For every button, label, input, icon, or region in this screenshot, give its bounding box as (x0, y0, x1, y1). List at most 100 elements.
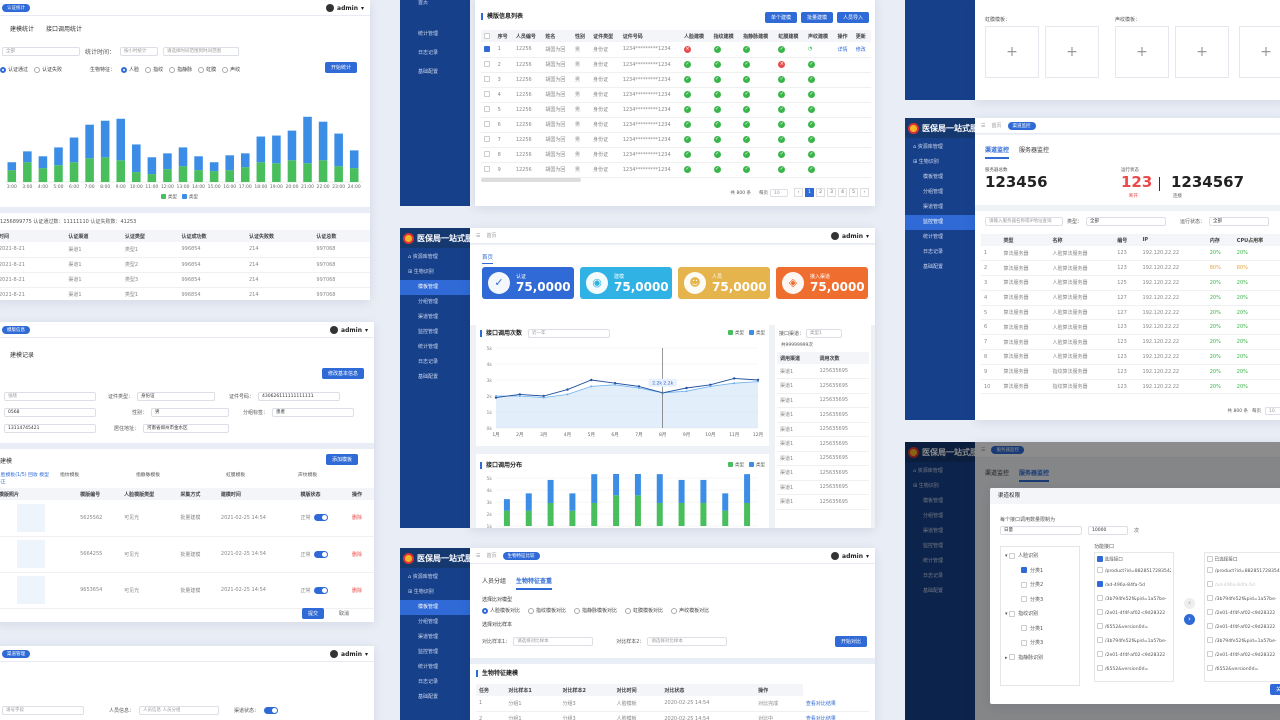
edit-link[interactable] (852, 57, 871, 73)
import-person-button[interactable]: 人员导入 (836, 12, 869, 23)
table-row[interactable]: 渠道1 125635695 (777, 465, 869, 481)
table-row[interactable]: 1 分组1 分组3 人脸模板 2020-02-25 14:54 对比完成 查看对比结果 (476, 696, 869, 712)
sidebar-item-group[interactable]: 分组管理 (923, 189, 944, 195)
breadcrumb-tag[interactable]: 生物特征比较 (502, 551, 540, 560)
stat-card[interactable]: ◉ 建模 75,0000 (580, 267, 672, 299)
table-row[interactable]: 8 12256 胡国为回男身份证 1234*********1234 ✓ ✓ ✓ ✓ ✓ (481, 147, 871, 163)
tab-bio-dedupe[interactable]: 生物特征查重 (516, 576, 553, 590)
admin-menu[interactable]: admin ▾ (831, 552, 869, 560)
template-photo[interactable] (17, 540, 45, 568)
sidebar-item-monitor[interactable]: 监控管理 (923, 543, 944, 549)
name-field[interactable]: 张晓 (4, 391, 96, 401)
selected-api-item[interactable]: /3b794fe52f&pid=1a57be- (1207, 595, 1280, 609)
upload-plus-icon[interactable]: + (1239, 26, 1280, 78)
horizontal-scrollbar[interactable] (481, 178, 581, 182)
page-button[interactable]: 1 (805, 188, 814, 197)
cancel-button[interactable]: 取消 (339, 611, 350, 617)
gender-select[interactable]: 男 (151, 407, 230, 417)
api-item[interactable]: /ad-496a-84fa-5d (1097, 581, 1171, 595)
detail-link[interactable] (834, 132, 853, 148)
sample1-select[interactable]: 请选择对比样本 (513, 637, 594, 646)
move-right-button[interactable]: › (1184, 614, 1195, 625)
time-select[interactable]: 按小时统计 (120, 47, 159, 56)
status-toggle[interactable] (313, 514, 328, 522)
admin-menu[interactable]: admin ▾ (831, 232, 869, 240)
tab-server-monitor[interactable]: 服务器监控 (1019, 147, 1050, 154)
sidebar-item-resource[interactable]: ⌂ 资源库管理 (408, 574, 438, 580)
sidebar-item-bio[interactable]: ⊞ 生物识别 (408, 269, 434, 275)
api-item[interactable]: /6552&version0d= (1097, 665, 1171, 679)
table-row[interactable]: 2 算法服务器 人脸算法服务器 123 192.120.22.22 80% 80% (981, 260, 1280, 277)
table-row[interactable]: 3 12256 胡国为回男身份证 1234*********1234 ✓ ✓ ✓ ✓ ✓ (481, 72, 871, 88)
page-button[interactable]: 5 (849, 188, 858, 197)
table-row[interactable]: 3 算法服务器 人脸算法服务器 125 192.120.22.22 20% 20% (981, 275, 1280, 291)
sidebar-item-group[interactable]: 分组管理 (923, 513, 944, 519)
status-toggle[interactable] (313, 586, 328, 594)
api-item[interactable]: /2e01-4f4f-af02-c9d28322 (1097, 651, 1171, 665)
template-photo[interactable] (17, 576, 45, 604)
table-row[interactable]: 5625562 可见光 批量建模 2021-02-25 14:54 正常 删除 (0, 500, 374, 537)
admin-menu[interactable]: admin ▾ (326, 4, 364, 12)
edit-link[interactable] (852, 87, 871, 103)
radio-voice-compare[interactable]: 声纹模板对比 (671, 607, 709, 614)
menu-toggle-icon[interactable]: ☰ (981, 446, 986, 453)
tab-channel-monitor[interactable]: 渠道监控 (985, 145, 1010, 159)
sidebar-item-stats[interactable]: 统计管理 (923, 234, 944, 240)
selected-head-row[interactable]: 已选择接口 (1207, 556, 1280, 567)
menu-toggle-icon[interactable]: ☰ (476, 552, 481, 559)
table-row[interactable]: 渠道1 125635695 (777, 451, 869, 466)
edit-link[interactable]: 修改 (852, 42, 871, 58)
admin-menu[interactable]: admin ▾ (330, 650, 368, 658)
menu-toggle-icon[interactable]: ☰ (981, 122, 986, 129)
table-row[interactable]: 5 12256 胡国为回男身份证 1234*********1234 ✓ ✓ ✓ ✓ ✓ (481, 102, 871, 118)
row-checkbox[interactable] (481, 162, 495, 178)
tree-child-item[interactable]: 分类3 (1001, 636, 1079, 651)
sidebar-item-logs[interactable]: 日志记录 (418, 359, 439, 365)
tab-api-stats[interactable]: 接口调用统计 (46, 26, 83, 33)
template-photo[interactable] (17, 503, 45, 532)
row-checkbox[interactable] (481, 147, 495, 163)
page-button[interactable]: 4 (838, 188, 847, 197)
radio-vein[interactable]: 指静脉 (169, 66, 192, 73)
detail-link[interactable] (834, 87, 853, 103)
radio-auth-pass[interactable]: 认证通过 (0, 66, 28, 73)
selected-api-item[interactable]: /product?id=882851728354 (1207, 567, 1280, 581)
detail-link[interactable] (834, 102, 853, 118)
breadcrumb-tag[interactable]: 模版信息 (2, 325, 30, 334)
breadcrumb-tag[interactable]: 认证统计 (2, 3, 30, 12)
per-page-select[interactable]: 10 (770, 188, 788, 197)
table-row[interactable]: 9 算法服务器 指纹算法服务器 123 192.120.22.22 20% 20% (981, 364, 1280, 380)
stat-card[interactable]: ✓ 认证 75,0000 (482, 267, 574, 299)
breadcrumb-tag[interactable]: 渠道监控 (1007, 121, 1036, 130)
table-row[interactable]: 8 算法服务器 人脸算法服务器 123 192.120.22.22 20% 20% (981, 349, 1280, 365)
sidebar-item-stats[interactable]: 统计管理 (418, 31, 439, 37)
sidebar-item-stats[interactable]: 统计管理 (418, 664, 439, 670)
upload-plus-icon[interactable]: + (1045, 26, 1099, 78)
period-select[interactable]: 近一年 (528, 329, 610, 338)
tab-iris[interactable]: 虹膜模板 (226, 473, 246, 478)
detail-link[interactable]: 详情 (834, 42, 853, 58)
selected-api-item[interactable]: /2e01-4f4f-af02-c9d28322 (1207, 623, 1280, 637)
sidebar-item-bio[interactable]: ⊞ 生物识别 (408, 589, 434, 595)
breadcrumb-tag[interactable]: 服务器监控 (991, 445, 1024, 454)
tree-parent-item[interactable]: ▾ 人脸识别 (1005, 552, 1039, 559)
tab-voice[interactable]: 声纹模板 (298, 473, 318, 478)
detail-link[interactable] (834, 57, 853, 73)
sidebar-item-config[interactable]: 基础配置 (418, 374, 439, 380)
scope-select[interactable]: 全部 (2, 47, 80, 56)
page-button[interactable]: 3 (827, 188, 836, 197)
server-search-input[interactable]: 请输入服务器名称或IP地址查询 (985, 217, 1063, 226)
radio-auth-fail[interactable]: 认证失败 (34, 66, 62, 73)
detail-link[interactable] (834, 147, 853, 163)
table-row[interactable]: 渠道1 125635695 (777, 393, 869, 408)
tab-model-stats[interactable]: 建模统计 (10, 26, 35, 33)
delete-link[interactable]: 删除 (348, 536, 374, 573)
tree-child-item[interactable]: 分类1 (1001, 564, 1079, 579)
table-row[interactable]: 2021-8-21 渠道1 类型2 996854 214 997068 (0, 257, 370, 273)
sidebar-item-monitor[interactable]: 监控管理 (905, 215, 975, 230)
limit-period-select[interactable]: 日量 (1000, 526, 1082, 535)
tab-finger[interactable]: 指纹模板 (60, 473, 80, 478)
table-row[interactable]: 5 算法服务器 人脸算法服务器 127 192.120.22.22 20% 20% (981, 305, 1280, 321)
table-row[interactable]: 1 12256 胡国为回男身份证 1234*********1234 × ✓ ✓ ✓ ◔ 详情 修改 (481, 42, 871, 58)
api-item[interactable]: /2e01-4f4f-af02-c9d28322 (1097, 609, 1171, 623)
